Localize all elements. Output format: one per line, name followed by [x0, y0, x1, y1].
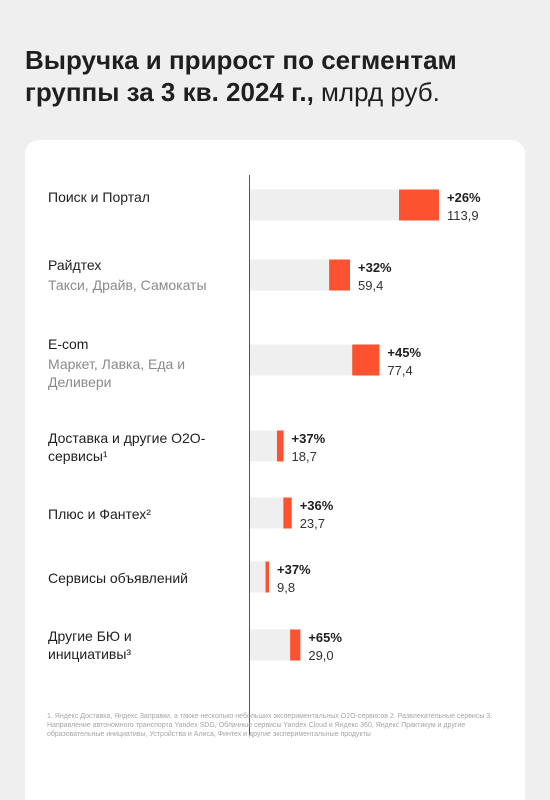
bar-ridetech	[329, 259, 351, 291]
value-label-other: 29,0	[308, 648, 333, 663]
value-label-ecom: 77,4	[387, 363, 412, 378]
footnote: 1. Яндекс Доставка, Яндекс Заправки, а т…	[47, 713, 493, 738]
growth-label-plus: +36%	[300, 498, 334, 513]
bar-track-classifieds	[249, 561, 270, 593]
segment-label: Доставка и другие O2O-сервисы¹	[48, 430, 206, 464]
chart-title: Выручка и прирост по сегментам группы за…	[25, 44, 525, 108]
bar-search	[399, 189, 439, 221]
chart-axis-line	[249, 175, 250, 735]
segment-label: Другие БЮ и инициативы³	[48, 628, 132, 662]
segment-label: Райдтех	[48, 257, 102, 273]
value-label-delivery: 18,7	[292, 449, 317, 464]
segment-label: E-com	[48, 336, 89, 352]
value-label-ridetech: 59,4	[358, 278, 383, 293]
growth-label-ecom: +45%	[387, 345, 421, 360]
growth-label-other: +65%	[308, 630, 342, 645]
growth-label-search: +26%	[447, 190, 481, 205]
growth-label-ridetech: +32%	[358, 260, 392, 275]
bar-other	[290, 629, 301, 661]
chart-title-unit: млрд руб.	[321, 77, 440, 107]
value-label-plus: 23,7	[300, 516, 325, 531]
value-label-classifieds: 9,8	[277, 580, 295, 595]
segment-label: Плюс и Фантех²	[48, 506, 151, 522]
chart-title-main: Выручка и прирост по сегментам группы за…	[25, 45, 457, 107]
bar-classifieds	[265, 561, 270, 593]
bar-chart: +26% 113,9 +32% 59,4 +45% 77,4 +37% 18,7 +36% 23,…	[249, 189, 481, 663]
value-label-search: 113,9	[447, 208, 479, 223]
bar-plus	[283, 497, 292, 529]
segment-sublabel: Маркет, Лавка, Еда и Деливери	[48, 356, 186, 390]
segment-label: Сервисы объявлений	[48, 570, 189, 586]
segment-sublabel: Такси, Драйв, Самокаты	[48, 277, 207, 293]
bar-ecom	[352, 344, 380, 376]
growth-label-classifieds: +37%	[277, 562, 311, 577]
segment-label: Поиск и Портал	[48, 189, 150, 205]
bar-delivery	[276, 430, 284, 462]
growth-label-delivery: +37%	[292, 431, 326, 446]
chart-card: Поиск и Портал Райдтех Такси, Драйв, Сам…	[25, 140, 525, 800]
